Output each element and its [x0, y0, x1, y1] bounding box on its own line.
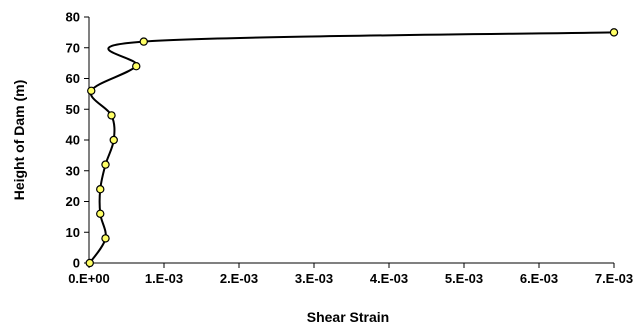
data-point	[101, 160, 110, 169]
series	[85, 28, 619, 268]
y-tick-label: 10	[66, 225, 80, 240]
x-axis-title: Shear Strain	[307, 309, 389, 325]
data-point	[85, 258, 94, 268]
y-tick-label: 50	[66, 102, 80, 117]
y-tick-label: 60	[66, 71, 80, 86]
y-tick-label: 40	[66, 133, 80, 148]
data-point	[609, 28, 619, 37]
data-point	[96, 209, 105, 218]
data-point	[101, 234, 110, 243]
data-point	[109, 135, 118, 145]
x-tick-label: 7.E-03	[595, 271, 633, 286]
y-axis-title: Height of Dam (m)	[11, 80, 27, 201]
x-tick-label: 6.E-03	[520, 271, 558, 286]
x-tick-label: 5.E-03	[445, 271, 483, 286]
y-tick-label: 30	[66, 163, 80, 178]
series-line	[88, 31, 615, 264]
x-tick-label: 3.E-03	[295, 271, 333, 286]
data-point	[139, 37, 148, 46]
x-tick-label: 2.E-03	[220, 271, 258, 286]
data-point	[107, 111, 116, 120]
y-tick-label: 0	[73, 256, 80, 271]
axes	[88, 17, 614, 264]
y-tick-label: 70	[66, 40, 80, 55]
x-tick-label: 0.E+00	[68, 271, 110, 286]
data-point	[96, 184, 105, 194]
y-tick-label: 80	[66, 10, 80, 25]
x-tick-label: 4.E-03	[370, 271, 408, 286]
data-point	[132, 61, 141, 71]
ticks: 0 10 20 30 40 50 60 70 80 0.E+00 1.E-03 2.E-03 3.E-0…	[66, 10, 634, 287]
y-tick-label: 20	[66, 194, 80, 209]
data-point	[87, 86, 96, 96]
x-tick-label: 1.E-03	[145, 271, 183, 286]
